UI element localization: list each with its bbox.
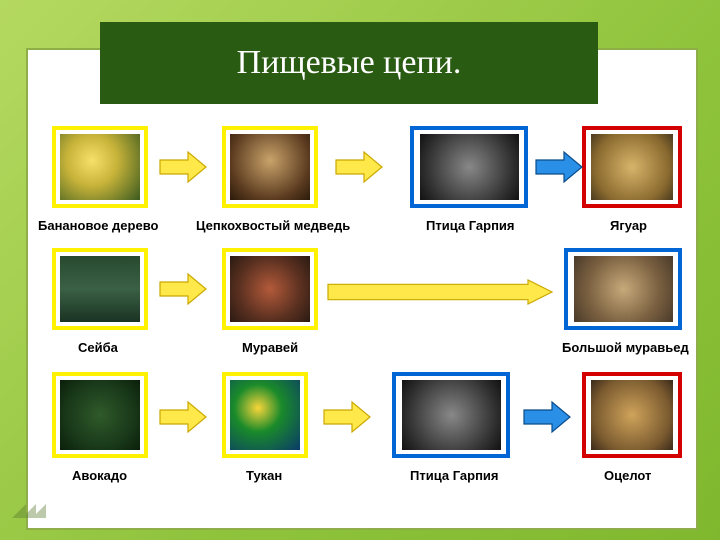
toucan-image xyxy=(230,380,300,450)
organism-card-ceiba xyxy=(52,248,148,330)
organism-card-jaguar xyxy=(582,126,682,208)
slide-title: Пищевые цепи. xyxy=(237,44,462,82)
organism-card-toucan xyxy=(222,372,308,458)
organism-card-anteater xyxy=(564,248,682,330)
slide: Пищевые цепи. Банановое дерево Цепкохвост… xyxy=(0,0,720,540)
arrow-icon xyxy=(158,272,208,306)
arrow-icon xyxy=(534,150,584,184)
arrow-icon xyxy=(334,150,384,184)
arrow-long-icon xyxy=(326,278,554,306)
avocado-image xyxy=(60,380,139,450)
arrow-icon xyxy=(322,400,372,434)
ant-image xyxy=(230,256,309,323)
arrow-icon xyxy=(158,150,208,184)
label-harpy: Птица Гарпия xyxy=(426,218,515,233)
bear-image xyxy=(230,134,309,201)
ocelot-image xyxy=(591,380,674,450)
organism-card-banana xyxy=(52,126,148,208)
banana-image xyxy=(60,134,139,201)
anteater-image xyxy=(574,256,673,323)
label-ocelot: Оцелот xyxy=(604,468,651,483)
organism-card-ant xyxy=(222,248,318,330)
organism-card-bear xyxy=(222,126,318,208)
organism-card-harpy2 xyxy=(392,372,510,458)
arrow-icon xyxy=(158,400,208,434)
label-anteater: Большой муравьед xyxy=(562,340,689,355)
organism-card-ocelot xyxy=(582,372,682,458)
arrow-icon xyxy=(522,400,572,434)
label-banana: Банановое дерево xyxy=(38,218,158,233)
label-ant: Муравей xyxy=(242,340,298,355)
label-ceiba: Сейба xyxy=(78,340,118,355)
corner-chevron-icon xyxy=(10,480,50,520)
organism-card-harpy xyxy=(410,126,528,208)
harpy-image xyxy=(420,134,519,201)
label-avocado: Авокадо xyxy=(72,468,127,483)
label-toucan: Тукан xyxy=(246,468,282,483)
organism-card-avocado xyxy=(52,372,148,458)
label-bear: Цепкохвостый медведь xyxy=(196,218,350,233)
harpy2-image xyxy=(402,380,501,450)
jaguar-image xyxy=(591,134,674,201)
title-bar: Пищевые цепи. xyxy=(100,22,598,104)
label-harpy2: Птица Гарпия xyxy=(410,468,499,483)
label-jaguar: Ягуар xyxy=(610,218,647,233)
ceiba-image xyxy=(60,256,139,323)
